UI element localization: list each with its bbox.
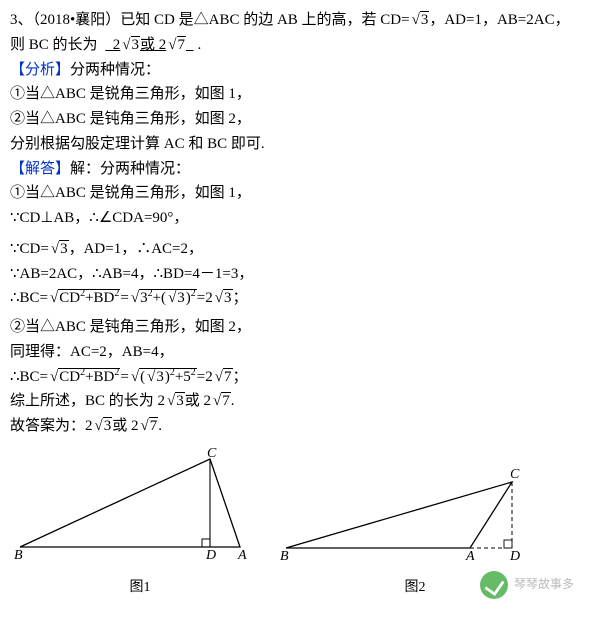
analysis-line: 【分析】分两种情况： [10, 58, 584, 83]
c2e1: CD2+BD2 [58, 368, 120, 385]
c2d: ； [233, 369, 248, 385]
lbl-A2: A [465, 549, 475, 564]
fas2: 7 [139, 414, 159, 439]
c2-l2: 同理得：AC=2，AB=4， [10, 340, 584, 365]
c2r: 7 [223, 368, 233, 385]
q-src: （2018•襄阳） [33, 12, 121, 28]
fx1: 分两种情况： [70, 62, 160, 78]
lbl-C1: C [207, 447, 217, 461]
lbl-D1: D [205, 548, 216, 563]
lbl-D2: D [509, 549, 520, 564]
s1r2: 7 [221, 392, 231, 409]
cd-val: 3 [420, 11, 430, 28]
l5d: ； [233, 290, 248, 306]
lbl-B1: B [14, 548, 23, 563]
question-line1: 3、（2018•襄阳）已知 CD 是△ABC 的边 AB 上的高，若 CD= 3，… [10, 8, 584, 33]
l5e1: CD2+BD2 [58, 289, 120, 306]
q-t2: ，AD=1，AB=2AC， [429, 12, 569, 28]
s1s1: 3 [165, 389, 185, 414]
c2b: = [120, 369, 128, 385]
c2s3: 7 [213, 365, 233, 390]
triangle-2-svg: B A D C [280, 462, 550, 567]
l5s1: CD2+BD2 [48, 286, 120, 311]
l5s2: 32+(3)2 [129, 286, 197, 311]
answer-blank: 23或 27 [101, 37, 197, 53]
c2s1: CD2+BD2 [48, 365, 120, 390]
q-t1: 已知 CD 是△ABC 的边 AB 上的高，若 CD= [120, 12, 409, 28]
watermark-icon [480, 571, 508, 599]
lbl-B2: B [280, 549, 289, 564]
l5r4: 3 [176, 289, 186, 306]
fa3: . [158, 418, 162, 434]
fas1: 3 [93, 414, 113, 439]
l5r5: 3 [223, 289, 233, 306]
c2e2: (3)2+52 [139, 368, 197, 385]
a-or: 或 [140, 37, 155, 53]
l3a: ∵CD= [10, 241, 49, 257]
lbl-A1: A [237, 548, 247, 563]
c2-l3: ∴BC= CD2+BD2= (3)2+52=2 7； [10, 365, 584, 390]
c2a: ∴BC= [10, 369, 48, 385]
c2-l1: ②当△ABC 是钝角三角形，如图 2， [10, 315, 584, 340]
question-line2: 则 BC 的长为 23或 27 . [10, 33, 584, 58]
a1a: 2 [113, 37, 121, 53]
l5a: ∴BC= [10, 290, 48, 306]
l3r: 3 [59, 240, 69, 257]
s1a: 综上所述，BC 的长为 2 [10, 393, 165, 409]
l5c: =2 [197, 290, 213, 306]
l3s: 3 [49, 237, 69, 262]
a2r: 7 [177, 36, 187, 53]
l3b: ，AD=1，∴AC=2， [69, 241, 203, 257]
fa2: 或 2 [112, 418, 138, 434]
fx-l3: ②当△ABC 是钝角三角形，如图 2， [10, 107, 584, 132]
jd0: 解：分两种情况： [70, 161, 190, 177]
fx-l2: ①当△ABC 是锐角三角形，如图 1， [10, 82, 584, 107]
sqrt-cd: 3 [410, 8, 430, 33]
c2s2: (3)2+52 [129, 365, 197, 390]
far2: 7 [149, 417, 159, 434]
solve-heading: 【解答】 [10, 160, 70, 177]
q-t3: 则 BC 的长为 [10, 37, 98, 53]
a1s: 3 [120, 33, 140, 58]
jd-l3: ∵CD= 3，AD=1，∴AC=2， [10, 237, 584, 262]
solve-line: 【解答】解：分两种情况： [10, 157, 584, 182]
q-num: 3、 [10, 12, 33, 28]
s1s2: 7 [211, 389, 231, 414]
summary: 综上所述，BC 的长为 2 3或 2 7. [10, 389, 584, 414]
l5s3: 3 [213, 286, 233, 311]
q-t4: . [198, 37, 202, 53]
l5e2: 32+(3)2 [139, 289, 197, 306]
jd-l4: ∵AB=2AC，∴AB=4，∴BD=4－1=3， [10, 262, 584, 287]
jd-l5: ∴BC=CD2+BD2=32+(3)2=23； [10, 286, 584, 311]
lbl-C2: C [510, 467, 520, 482]
jd-l1: ①当△ABC 是锐角三角形，如图 1， [10, 181, 584, 206]
a1r: 3 [131, 36, 141, 53]
analysis-heading: 【分析】 [10, 61, 70, 78]
a2s: 7 [166, 33, 186, 58]
watermark: 琴琴故事多 [10, 571, 584, 599]
s1b: 或 2 [185, 393, 211, 409]
s1r1: 3 [175, 392, 185, 409]
s1c: . [231, 393, 235, 409]
watermark-text: 琴琴故事多 [514, 577, 574, 591]
fx-l4: 分别根据勾股定理计算 AC 和 BC 即可. [10, 132, 584, 157]
fa1: 故答案为：2 [10, 418, 93, 434]
c2c: =2 [197, 369, 213, 385]
triangle-1-svg: B D A C [10, 447, 270, 567]
jd-l2: ∵CD⊥AB，∴∠CDA=90°， [10, 206, 584, 231]
final-answer: 故答案为：2 3或 2 7. [10, 414, 584, 439]
a2a: 2 [159, 37, 167, 53]
l5b: = [120, 290, 128, 306]
far1: 3 [103, 417, 113, 434]
